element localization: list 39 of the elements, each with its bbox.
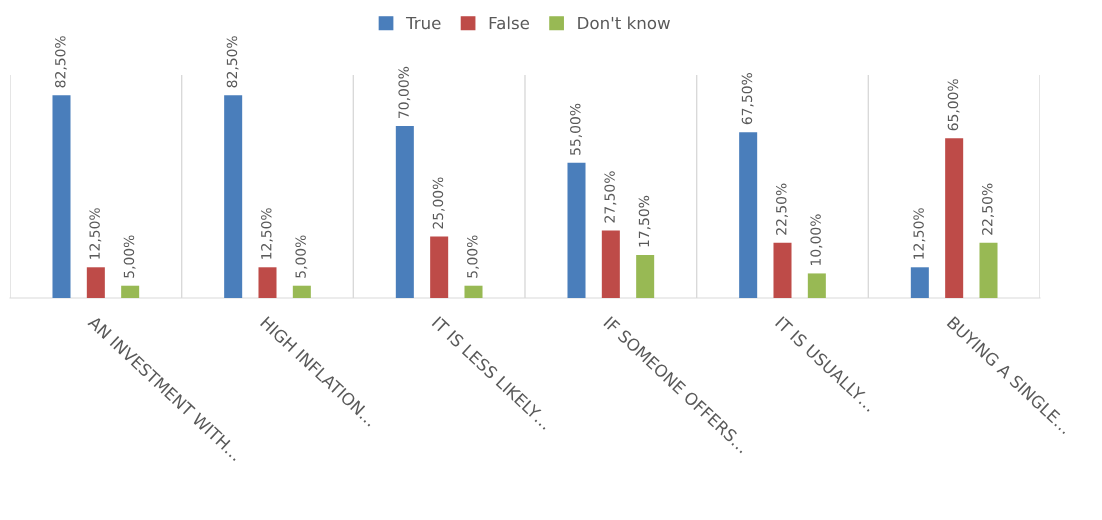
bar: [567, 162, 586, 298]
bar: [945, 138, 964, 298]
bar: [773, 242, 792, 298]
data-label: 82,50%: [226, 36, 239, 88]
data-label: 12,50%: [89, 208, 102, 259]
data-label: 22,50%: [776, 183, 788, 235]
bar: [636, 255, 655, 298]
data-label: 17,50%: [638, 195, 651, 247]
bar: [224, 95, 243, 298]
bar: [979, 242, 998, 298]
data-label: 10,00%: [810, 214, 823, 265]
data-label: 70,00%: [398, 66, 411, 118]
bar: [910, 267, 929, 298]
data-label: 82,50%: [55, 36, 67, 88]
bar: [807, 273, 826, 298]
data-label: 25,00%: [432, 177, 445, 229]
legend-label: False: [489, 16, 530, 30]
bar: [52, 95, 71, 298]
data-label: 12,50%: [913, 208, 926, 259]
data-label: 67,50%: [741, 73, 754, 125]
data-label: 27,50%: [604, 171, 617, 223]
bar: [121, 285, 140, 298]
bar: [464, 285, 483, 298]
data-label: 5,00%: [123, 235, 136, 278]
bar: [739, 132, 758, 298]
data-label: 22,50%: [982, 183, 994, 235]
data-label: 5,00%: [295, 235, 308, 278]
data-label: 5,00%: [467, 235, 479, 278]
legend-label: True: [405, 16, 441, 30]
data-label: 65,00%: [947, 79, 960, 131]
bar: [292, 285, 311, 298]
legend-label: Don't know: [578, 16, 670, 30]
bar: [86, 267, 105, 298]
bar: [601, 230, 620, 298]
bar: [395, 125, 414, 298]
bar: [258, 267, 277, 298]
data-label: 55,00%: [570, 103, 582, 155]
data-label: 12,50%: [261, 208, 273, 259]
bar: [430, 236, 449, 298]
